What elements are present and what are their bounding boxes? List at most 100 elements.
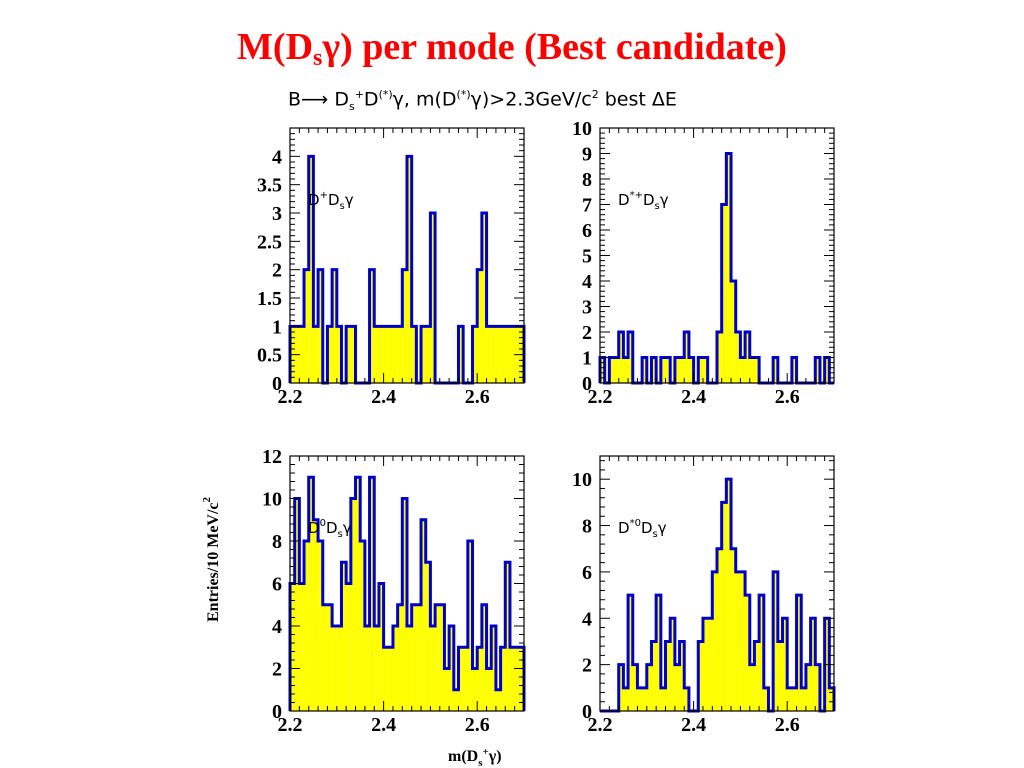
histogram-bin bbox=[754, 357, 760, 383]
histogram-bin bbox=[336, 326, 342, 383]
histogram-bin bbox=[318, 269, 323, 383]
histogram-bin bbox=[318, 541, 323, 711]
figure-title-sub: s bbox=[348, 100, 355, 114]
histogram-bin bbox=[290, 583, 295, 711]
histogram-bin bbox=[754, 641, 760, 711]
y-tick-label: 4 bbox=[582, 271, 592, 293]
histogram-bin bbox=[702, 618, 708, 711]
y-tick-label: 1.5 bbox=[257, 288, 282, 310]
slide-title-subscript: s bbox=[313, 45, 323, 71]
histogram-bin bbox=[308, 477, 314, 711]
histogram-bin bbox=[327, 604, 333, 711]
histogram-bin bbox=[618, 664, 624, 711]
histogram-bin bbox=[500, 326, 506, 383]
figure-title-sup: (*) bbox=[378, 88, 393, 101]
histogram-bin bbox=[815, 357, 820, 383]
y-tick-label: 0 bbox=[272, 701, 282, 723]
figure-title: B⟶ Ds+D(*)γ, m(D(*)γ)>2.3GeV/c2 best ΔE bbox=[288, 88, 677, 113]
histogram-bin bbox=[294, 498, 300, 711]
histogram-bin bbox=[397, 604, 403, 711]
y-tick-label: 3.5 bbox=[257, 175, 282, 197]
histogram-bin bbox=[796, 595, 802, 711]
y-tick-label: 9 bbox=[582, 144, 592, 166]
y-tick-label: 7 bbox=[582, 195, 592, 217]
histogram-bin bbox=[402, 269, 407, 383]
histogram-bin bbox=[421, 519, 426, 711]
histogram-bin bbox=[407, 626, 412, 711]
histogram-bin bbox=[679, 641, 685, 711]
histogram-bin bbox=[745, 332, 750, 383]
histogram-bin bbox=[660, 357, 666, 383]
histogram-bin bbox=[763, 687, 769, 711]
histogram-bin bbox=[651, 641, 657, 711]
histogram-bin bbox=[505, 326, 510, 383]
x-tick-label: 2.6 bbox=[465, 714, 490, 736]
y-tick-label: 1 bbox=[272, 316, 282, 338]
histogram-bin bbox=[632, 664, 638, 711]
histogram-bin bbox=[402, 498, 407, 711]
y-tick-label: 0 bbox=[582, 373, 592, 395]
histogram-bin bbox=[801, 687, 806, 711]
y-tick-label: 10 bbox=[572, 118, 592, 140]
histogram-bin bbox=[350, 326, 356, 383]
histogram-bin bbox=[392, 626, 398, 711]
panel-label: D*+Dsγ bbox=[618, 190, 669, 212]
y-axis-title: Entries/10 MeV/c2 bbox=[201, 496, 222, 622]
histogram-bin bbox=[430, 626, 436, 711]
histogram-bin bbox=[495, 689, 501, 711]
histogram-bin bbox=[336, 626, 342, 711]
histogram-bin bbox=[332, 269, 337, 383]
histogram-bin bbox=[684, 332, 689, 383]
y-tick-label: 2 bbox=[272, 260, 282, 282]
histogram-bin bbox=[773, 357, 778, 383]
y-tick-label: 6 bbox=[272, 574, 282, 596]
histogram-outline bbox=[598, 152, 834, 385]
histogram-bin bbox=[740, 571, 746, 711]
figure-title-part: γ)>2.3GeV/c bbox=[470, 88, 592, 111]
histogram-bin bbox=[304, 541, 309, 711]
histogram-bin bbox=[759, 595, 764, 711]
histogram-panel-bottom-right: 2.2 2.4 2.6 0 2 4 6 8 10 D*0Dsγ bbox=[572, 455, 836, 736]
y-tick-label: 2.5 bbox=[257, 231, 282, 253]
histogram-bin bbox=[805, 664, 811, 711]
histogram-bin bbox=[411, 604, 417, 711]
histogram-bin bbox=[472, 668, 478, 711]
histogram-bin bbox=[773, 571, 778, 711]
histogram-bin bbox=[623, 687, 629, 711]
histogram-bin bbox=[721, 204, 727, 383]
histogram-bin bbox=[360, 541, 365, 711]
x-tick-label: 2.4 bbox=[681, 714, 706, 736]
figure-title-part: B bbox=[288, 88, 302, 111]
histogram-bin bbox=[463, 647, 468, 711]
histogram-bin bbox=[749, 664, 755, 711]
histogram-bin bbox=[453, 689, 459, 711]
y-tick-label: 8 bbox=[582, 169, 592, 191]
histogram-bin bbox=[491, 626, 496, 711]
slide-title: M(Dsγ) per mode (Best candidate) bbox=[0, 28, 1024, 70]
histogram-bin bbox=[735, 571, 741, 711]
histogram-bin bbox=[674, 664, 680, 711]
histogram-bin bbox=[505, 562, 510, 711]
decay-arrow-icon: ⟶ bbox=[301, 88, 329, 111]
histogram-bin bbox=[731, 281, 736, 383]
histogram-bin bbox=[684, 687, 689, 711]
figure-title-sup: (*) bbox=[456, 88, 471, 101]
histogram-panel-top-right: 2.2 2.4 2.6 0 1 2 3 4 5 6 7 8 9 10 D*+Dsγ bbox=[572, 118, 835, 408]
slide-title-prefix: M(D bbox=[237, 26, 314, 68]
histogram-bin bbox=[439, 604, 445, 711]
histogram-bin bbox=[628, 332, 633, 383]
histogram-bin bbox=[383, 326, 389, 383]
histogram-bin bbox=[810, 618, 816, 711]
histogram-bin bbox=[628, 595, 633, 711]
histogram-bin bbox=[665, 641, 671, 711]
histogram-bin bbox=[313, 519, 319, 711]
histogram-bin bbox=[500, 647, 506, 711]
histogram-bin bbox=[346, 583, 351, 711]
histogram-bin bbox=[519, 647, 524, 711]
histogram-panel-bottom-left: 2.2 2.4 2.6 0 2 4 6 8 10 12 D0Dsγ bbox=[262, 446, 526, 736]
x-tick-label: 2.4 bbox=[371, 714, 396, 736]
histogram-bin bbox=[491, 326, 496, 383]
histogram-bin bbox=[481, 604, 487, 711]
y-tick-label: 0 bbox=[272, 373, 282, 395]
histogram-bin bbox=[472, 326, 478, 383]
